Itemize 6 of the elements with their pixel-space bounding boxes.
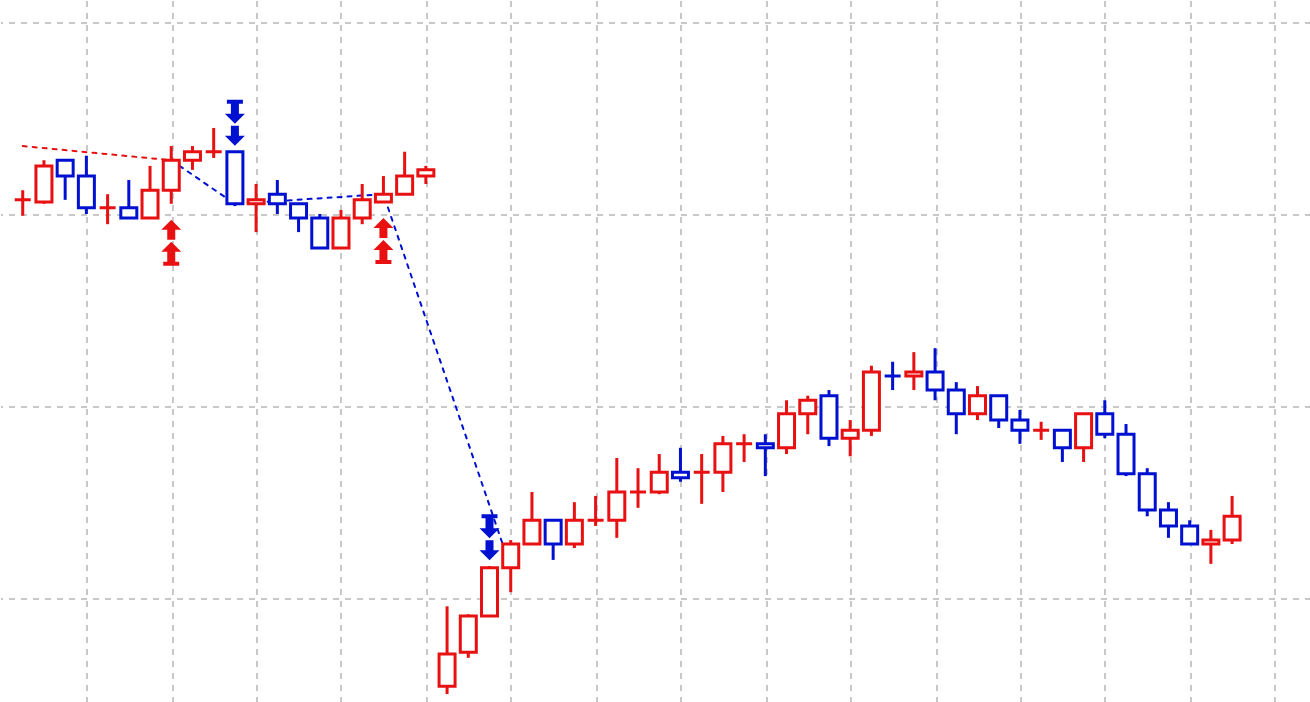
candlestick (1031, 420, 1051, 442)
candlestick (883, 360, 903, 392)
candlestick (734, 432, 754, 464)
candlestick (628, 466, 648, 510)
candlestick (98, 192, 118, 226)
candlestick (204, 126, 224, 160)
